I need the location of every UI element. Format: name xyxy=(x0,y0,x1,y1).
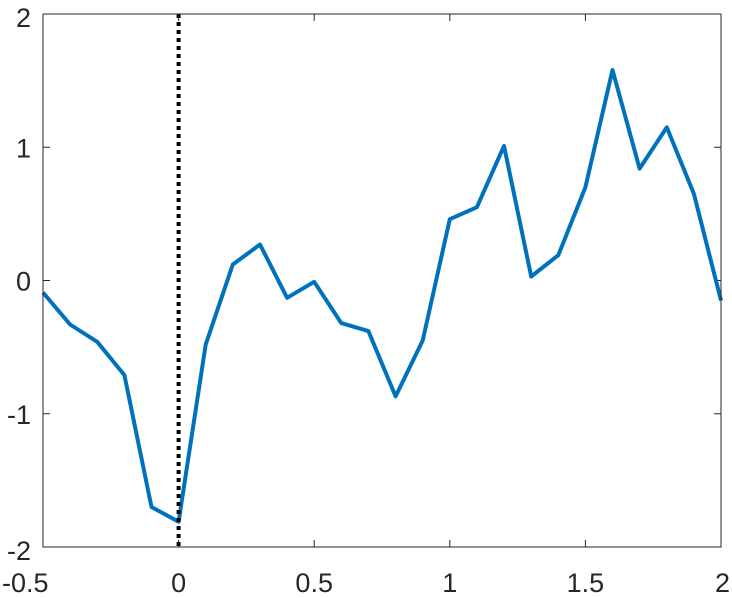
x-tick-label: 1.5 xyxy=(567,568,605,598)
x-tick-label: 1 xyxy=(442,568,457,598)
y-tick-label: -2 xyxy=(7,536,31,566)
series-lines xyxy=(41,68,723,524)
y-tick-label: 2 xyxy=(16,3,31,33)
x-tick-label: 0 xyxy=(171,568,186,598)
x-tick-label: 0.5 xyxy=(295,568,333,598)
x-tick-label: -0.5 xyxy=(2,568,49,598)
y-tick-label: 1 xyxy=(16,133,31,163)
series-line xyxy=(41,68,723,524)
plot-frame xyxy=(42,13,722,548)
y-tick-label: 0 xyxy=(16,267,31,297)
tick-labels: -0.5 0 0.5 1 1.5 2 -2 -1 0 1 2 xyxy=(2,3,730,598)
y-tick-label: -1 xyxy=(7,400,31,430)
x-tick-label: 2 xyxy=(715,568,730,598)
